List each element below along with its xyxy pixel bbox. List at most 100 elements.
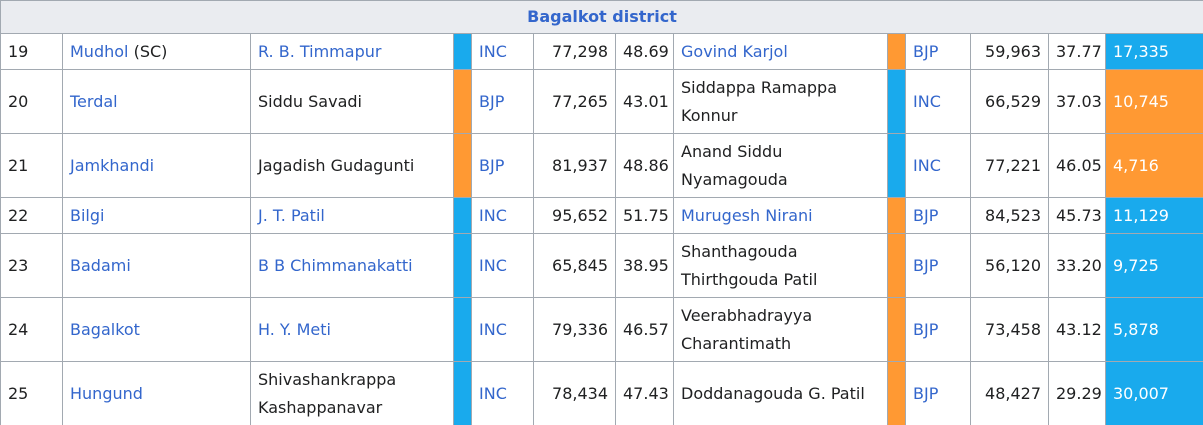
- winner-pct: 48.86: [615, 133, 674, 198]
- runner-pct-text: 45.73: [1056, 205, 1102, 225]
- winner-votes-text: 79,336: [552, 319, 608, 339]
- district-title-text[interactable]: Bagalkot district: [527, 7, 677, 26]
- runner-party-link[interactable]: BJP: [913, 205, 939, 225]
- seat-number-text: 23: [8, 255, 29, 275]
- seat-number-text: 20: [8, 91, 29, 111]
- seat-number: 25: [0, 361, 63, 425]
- winner-pct: 48.69: [615, 33, 674, 70]
- winner-name-text[interactable]: R. B. Timmapur: [258, 41, 382, 61]
- runner-party-link[interactable]: BJP: [913, 255, 939, 275]
- winner-party: INC: [471, 361, 534, 425]
- runner-name: Siddappa Ramappa Konnur: [673, 69, 888, 134]
- seat-number: 23: [0, 233, 63, 298]
- winner-votes-text: 81,937: [552, 155, 608, 175]
- winner-votes-text: 77,298: [552, 41, 608, 61]
- constituency: Badami: [62, 233, 251, 298]
- runner-name: Govind Karjol: [673, 33, 888, 70]
- result-row: 24 Bagalkot H. Y. Meti INC 79,336 46.57 Veerab…: [0, 297, 1203, 362]
- result-row: 20 Terdal Siddu Savadi BJP 77,265 43.01 Siddap…: [0, 69, 1203, 134]
- runner-pct-text: 33.20: [1056, 255, 1102, 275]
- constituency-link[interactable]: Bilgi: [70, 205, 105, 225]
- runner-votes: 84,523: [970, 197, 1049, 234]
- runner-party-color: [887, 297, 906, 362]
- winner-party: INC: [471, 33, 534, 70]
- runner-pct: 29.29: [1048, 361, 1106, 425]
- winner-party-color: [453, 133, 472, 198]
- constituency-link[interactable]: Terdal: [70, 91, 118, 111]
- constituency-link[interactable]: Hungund: [70, 383, 143, 403]
- reservation: (SC): [133, 41, 168, 61]
- winner-name: R. B. Timmapur: [250, 33, 454, 70]
- winner-votes: 79,336: [533, 297, 616, 362]
- winner-party-link[interactable]: INC: [479, 255, 507, 275]
- runner-votes-text: 77,221: [985, 155, 1041, 175]
- result-row: 22 Bilgi J. T. Patil INC 95,652 51.75 Murugesh…: [0, 197, 1203, 234]
- runner-pct: 37.77: [1048, 33, 1106, 70]
- winner-party: INC: [471, 233, 534, 298]
- seat-number: 19: [0, 33, 63, 70]
- constituency: Bilgi: [62, 197, 251, 234]
- winner-name-text[interactable]: H. Y. Meti: [258, 319, 331, 339]
- seat-number-text: 21: [8, 155, 29, 175]
- constituency-link[interactable]: Bagalkot: [70, 319, 140, 339]
- seat-number: 21: [0, 133, 63, 198]
- margin: 5,878: [1104, 297, 1203, 362]
- constituency: Mudhol (SC): [62, 33, 251, 70]
- runner-votes-text: 73,458: [985, 319, 1041, 339]
- runner-party-link[interactable]: BJP: [913, 383, 939, 403]
- winner-votes-text: 65,845: [552, 255, 608, 275]
- seat-number-text: 22: [8, 205, 29, 225]
- runner-votes-text: 56,120: [985, 255, 1041, 275]
- winner-name-text[interactable]: J. T. Patil: [258, 205, 325, 225]
- constituency-link[interactable]: Badami: [70, 255, 131, 275]
- constituency: Hungund: [62, 361, 251, 425]
- runner-party-color: [887, 233, 906, 298]
- winner-party-link[interactable]: BJP: [479, 155, 505, 175]
- constituency-link[interactable]: Mudhol: [70, 41, 129, 61]
- district-header: Bagalkot district: [0, 0, 1203, 34]
- winner-pct: 46.57: [615, 297, 674, 362]
- result-row: 21 Jamkhandi Jagadish Gudagunti BJP 81,937 48…: [0, 133, 1203, 198]
- runner-party-link[interactable]: BJP: [913, 319, 939, 339]
- winner-pct-text: 48.86: [623, 155, 669, 175]
- winner-party-link[interactable]: INC: [479, 319, 507, 339]
- constituency: Jamkhandi: [62, 133, 251, 198]
- winner-votes-text: 77,265: [552, 91, 608, 111]
- runner-name-text[interactable]: Murugesh Nirani: [681, 205, 813, 225]
- runner-party-link[interactable]: INC: [913, 155, 941, 175]
- winner-party-link[interactable]: INC: [479, 205, 507, 225]
- margin: 30,007: [1104, 361, 1203, 425]
- margin: 17,335: [1104, 33, 1203, 70]
- winner-party-color: [453, 361, 472, 425]
- winner-pct-text: 43.01: [623, 91, 669, 111]
- winner-name-text[interactable]: B B Chimmanakatti: [258, 255, 413, 275]
- winner-party-color: [453, 297, 472, 362]
- runner-party: INC: [905, 133, 971, 198]
- winner-pct-text: 38.95: [623, 255, 669, 275]
- runner-name-text[interactable]: Govind Karjol: [681, 41, 788, 61]
- runner-votes-text: 84,523: [985, 205, 1041, 225]
- winner-party-link[interactable]: INC: [479, 383, 507, 403]
- winner-votes: 78,434: [533, 361, 616, 425]
- runner-party-link[interactable]: INC: [913, 91, 941, 111]
- runner-votes-text: 59,963: [985, 41, 1041, 61]
- district-title: Bagalkot district: [0, 0, 1203, 34]
- winner-name: Shivashankrappa Kashappanavar: [250, 361, 454, 425]
- runner-party: BJP: [905, 361, 971, 425]
- runner-name: Shanthagouda Thirthgouda Patil: [673, 233, 888, 298]
- winner-party-link[interactable]: BJP: [479, 91, 505, 111]
- winner-party-color: [453, 33, 472, 70]
- winner-name-text: Siddu Savadi: [258, 91, 362, 111]
- runner-party-link[interactable]: BJP: [913, 41, 939, 61]
- runner-pct: 45.73: [1048, 197, 1106, 234]
- winner-party-color: [453, 197, 472, 234]
- winner-party-link[interactable]: INC: [479, 41, 507, 61]
- runner-votes: 77,221: [970, 133, 1049, 198]
- runner-pct: 33.20: [1048, 233, 1106, 298]
- constituency-link[interactable]: Jamkhandi: [70, 155, 155, 175]
- margin: 4,716: [1104, 133, 1203, 198]
- runner-party-color: [887, 33, 906, 70]
- runner-party-color: [887, 361, 906, 425]
- seat-number: 22: [0, 197, 63, 234]
- margin: 10,745: [1104, 69, 1203, 134]
